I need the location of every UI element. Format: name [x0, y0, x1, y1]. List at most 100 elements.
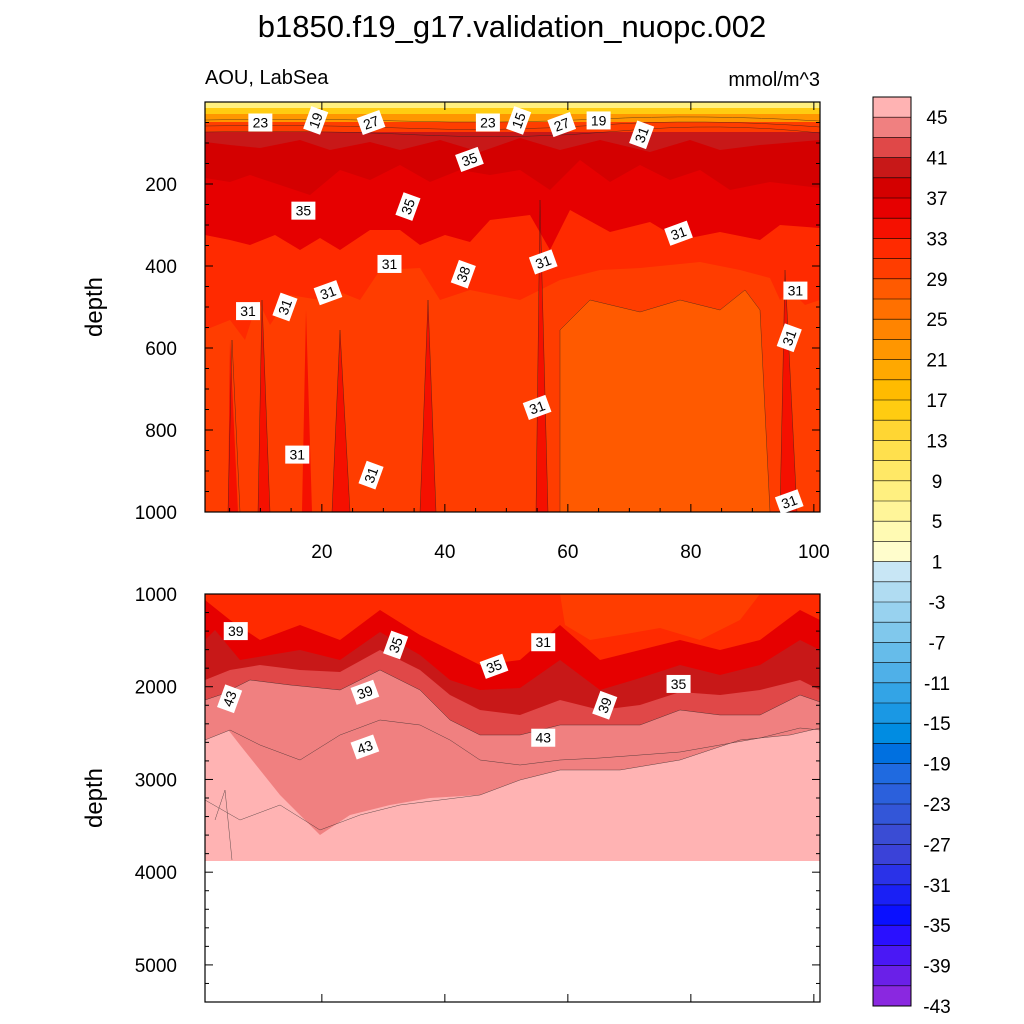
lower-contour-label: 43 [350, 734, 380, 760]
lower-contour-label-text: 43 [535, 730, 551, 746]
upper-contour-label: 27 [547, 111, 577, 138]
lower-contour-label: 31 [531, 633, 556, 652]
lower-y-tick-label: 4000 [135, 863, 177, 884]
upper-contour-label-text: 23 [480, 115, 496, 131]
colorbar-swatch [873, 177, 911, 199]
lower-contour-label-text: 43 [219, 689, 239, 709]
upper-contour-label-box [455, 146, 484, 172]
upper-y-tick-label: 400 [145, 257, 177, 278]
colorbar-tick-label: 29 [926, 270, 947, 291]
colorbar-swatch [873, 925, 911, 946]
lower-y-tick-label: 1000 [135, 585, 177, 606]
colorbar-swatch [873, 905, 911, 926]
lower-contour-label: 43 [217, 684, 243, 714]
colorbar-swatch [873, 804, 911, 825]
upper-contour-label-text: 31 [318, 282, 338, 302]
upper-contour-label-box [783, 281, 808, 300]
upper-contour-label: 31 [664, 220, 693, 246]
colorbar-tick-label: -35 [923, 916, 950, 937]
colorbar-swatch [873, 703, 911, 724]
colorbar-swatch [873, 521, 911, 542]
upper-contour-label-box [776, 323, 802, 353]
upper-contour-label-box [377, 254, 402, 273]
lower-contour-label: 43 [531, 728, 556, 747]
colorbar-swatch [873, 198, 911, 219]
upper-contour-label-text: 35 [459, 149, 479, 169]
upper-surface-layer-4 [205, 102, 820, 108]
upper-contour-label: 31 [629, 120, 655, 150]
upper-contour-label-box [774, 489, 804, 515]
upper-contour-label: 31 [522, 394, 552, 421]
upper-contour-label-text: 31 [527, 397, 547, 417]
colorbar-swatch [873, 400, 911, 421]
colorbar-swatch [873, 117, 911, 138]
upper-contour-label: 31 [774, 489, 804, 515]
colorbar: 45 41 37 33 29 25 21 17 13 9 5 1 -3 -7 -11 -15 -19 -23 -27… [872, 96, 951, 1018]
colorbar-swatch [873, 541, 911, 562]
colorbar-swatch [873, 864, 911, 886]
lower-y-tick-label: 2000 [135, 678, 177, 699]
upper-contour-label-box [450, 259, 476, 289]
upper-contour-label-text: 31 [361, 465, 381, 485]
upper-x-tick-label: 20 [311, 542, 332, 563]
upper-contour-label-text: 23 [253, 115, 269, 131]
colorbar-tick-label: -31 [923, 876, 950, 897]
colorbar-swatch [873, 682, 911, 704]
upper-y-tick-label: 600 [145, 339, 177, 360]
colorbar-tick-label: -43 [923, 997, 950, 1018]
colorbar-swatch [873, 238, 911, 259]
lower-contour-label-text: 43 [355, 737, 375, 757]
upper-contour-label-text: 31 [289, 447, 305, 463]
colorbar-swatch [873, 884, 911, 906]
upper-contour-label: 35 [291, 201, 316, 220]
colorbar-swatch [873, 339, 911, 360]
colorbar-swatch [873, 662, 911, 684]
upper-contour-label-text: 31 [382, 256, 398, 272]
upper-contour-label-box [522, 394, 552, 421]
upper-contour-label-box [664, 220, 693, 246]
colorbar-tick-label: 41 [926, 149, 947, 170]
upper-contour-label-text: 19 [306, 110, 326, 130]
upper-contour-label: 27 [356, 109, 386, 136]
upper-contour-label-text: 27 [552, 114, 572, 134]
upper-contour-label-box [356, 109, 386, 136]
colorbar-swatch [873, 783, 911, 805]
upper-contour-label-text: 31 [788, 283, 804, 299]
lower-contour-label: 39 [592, 690, 618, 720]
colorbar-swatch [873, 985, 911, 1007]
lower-contour-label: 39 [223, 622, 248, 641]
colorbar-swatch [873, 763, 911, 785]
upper-y-axis-label: depth [81, 277, 108, 337]
upper-mid-region [560, 290, 770, 512]
colorbar-tick-label: 13 [926, 431, 947, 452]
chart-subtitle-left: AOU, LabSea [205, 67, 329, 89]
upper-y-tick-label: 200 [145, 175, 177, 196]
upper-contour-label: 38 [450, 259, 476, 289]
colorbar-swatch [873, 157, 911, 179]
colorbar-tick-label: 5 [932, 512, 943, 533]
colorbar-swatch [873, 642, 911, 663]
upper-contour-label-text: 31 [668, 223, 688, 243]
colorbar-tick-label: 25 [926, 310, 947, 331]
upper-contour-label-box [358, 460, 384, 490]
lower-contour-lines [205, 669, 820, 861]
colorbar-swatch [873, 258, 911, 280]
upper-contour-label-box [272, 292, 298, 322]
upper-contour-label: 31 [272, 292, 298, 322]
colorbar-tick-label: -19 [923, 755, 950, 776]
upper-contour-label-box [236, 302, 261, 321]
colorbar-swatch [873, 440, 911, 461]
chart-title: b1850.f19_g17.validation_nuopc.002 [258, 9, 767, 44]
lower-contour-label: 35 [666, 674, 691, 693]
colorbar-swatch [873, 480, 911, 502]
upper-contour-label-box [248, 113, 273, 132]
upper-x-tick-label: 40 [434, 542, 455, 563]
colorbar-swatch [873, 278, 911, 300]
upper-contour-label: 31 [358, 460, 384, 490]
lower-contour-label-text: 39 [228, 623, 244, 639]
lower-contour-label-box [350, 679, 380, 705]
colorbar-frame [872, 96, 912, 1007]
colorbar-tick-label: -7 [929, 633, 946, 654]
colorbar-swatch [873, 622, 911, 643]
colorbar-tick-label: -23 [923, 795, 950, 816]
